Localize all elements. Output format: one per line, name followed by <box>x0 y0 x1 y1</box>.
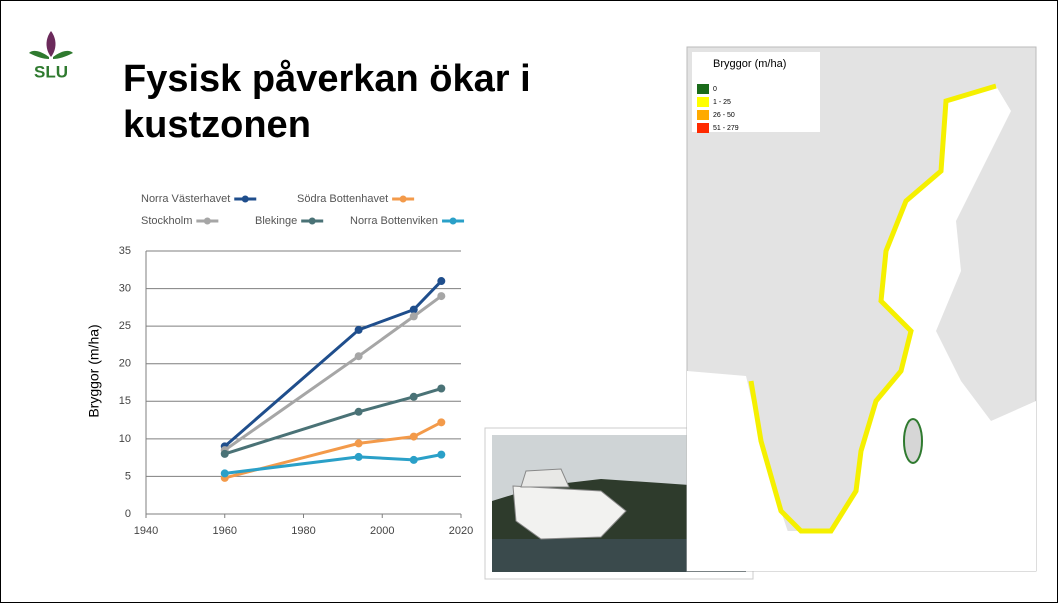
point <box>220 449 229 458</box>
y-tick-label: 30 <box>119 282 131 294</box>
point <box>437 384 446 393</box>
y-tick-label: 5 <box>125 470 131 482</box>
map-legend-swatch <box>697 123 709 133</box>
point <box>409 455 418 464</box>
legend-swatch-dot <box>449 217 457 225</box>
map-legend-swatch <box>697 97 709 107</box>
line <box>224 453 442 475</box>
y-tick-label: 20 <box>119 358 131 370</box>
line <box>224 420 443 480</box>
point <box>409 312 418 321</box>
point <box>437 277 446 286</box>
point <box>220 469 229 478</box>
legend-label: Stockholm <box>141 215 192 227</box>
point <box>437 418 446 427</box>
point <box>354 407 363 416</box>
y-tick-label: 15 <box>119 395 131 407</box>
y-axis-label: Bryggor (m/ha) <box>86 324 102 417</box>
map-legend-label: 51 - 279 <box>713 125 739 132</box>
slide-title: Fysisk påverkan ökar i kustzonen <box>123 58 531 146</box>
y-tick-label: 0 <box>125 508 131 520</box>
map-legend-label: 1 - 25 <box>713 99 731 106</box>
legend-swatch-dot <box>241 195 249 203</box>
legend-swatch-dot <box>399 195 407 203</box>
line <box>224 387 442 456</box>
x-tick-label: 1940 <box>134 525 158 537</box>
legend-swatch-dot <box>308 217 316 225</box>
map <box>686 46 1037 572</box>
point <box>409 305 418 314</box>
legend-label: Södra Bottenhavet <box>297 193 388 205</box>
y-tick-label: 35 <box>119 245 131 257</box>
y-tick-label: 10 <box>119 433 131 445</box>
legend-label: Norra Bottenviken <box>350 215 438 227</box>
map-legend-label: 26 - 50 <box>713 112 735 119</box>
x-tick-label: 1980 <box>291 525 315 537</box>
point <box>437 292 446 301</box>
map-legend-title: Bryggor (m/ha) <box>713 58 786 70</box>
map-legend-label: 0 <box>713 86 717 93</box>
point <box>354 352 363 361</box>
legend-label: Blekinge <box>255 215 297 227</box>
map-legend-swatch <box>697 110 709 120</box>
line <box>223 294 443 452</box>
line <box>223 280 443 448</box>
map-legend-swatch <box>697 84 709 94</box>
point <box>354 452 363 461</box>
point <box>354 439 363 448</box>
point <box>409 432 418 441</box>
x-tick-label: 2000 <box>370 525 394 537</box>
legend-label: Norra Västerhavet <box>141 193 230 205</box>
point <box>354 325 363 334</box>
legend-swatch-dot <box>203 217 211 225</box>
y-tick-label: 25 <box>119 320 131 332</box>
x-tick-label: 1960 <box>213 525 237 537</box>
point <box>437 450 446 459</box>
x-tick-label: 2020 <box>449 525 473 537</box>
logo-icon <box>29 31 73 59</box>
logo-text: SLU <box>34 62 68 81</box>
point <box>409 392 418 401</box>
